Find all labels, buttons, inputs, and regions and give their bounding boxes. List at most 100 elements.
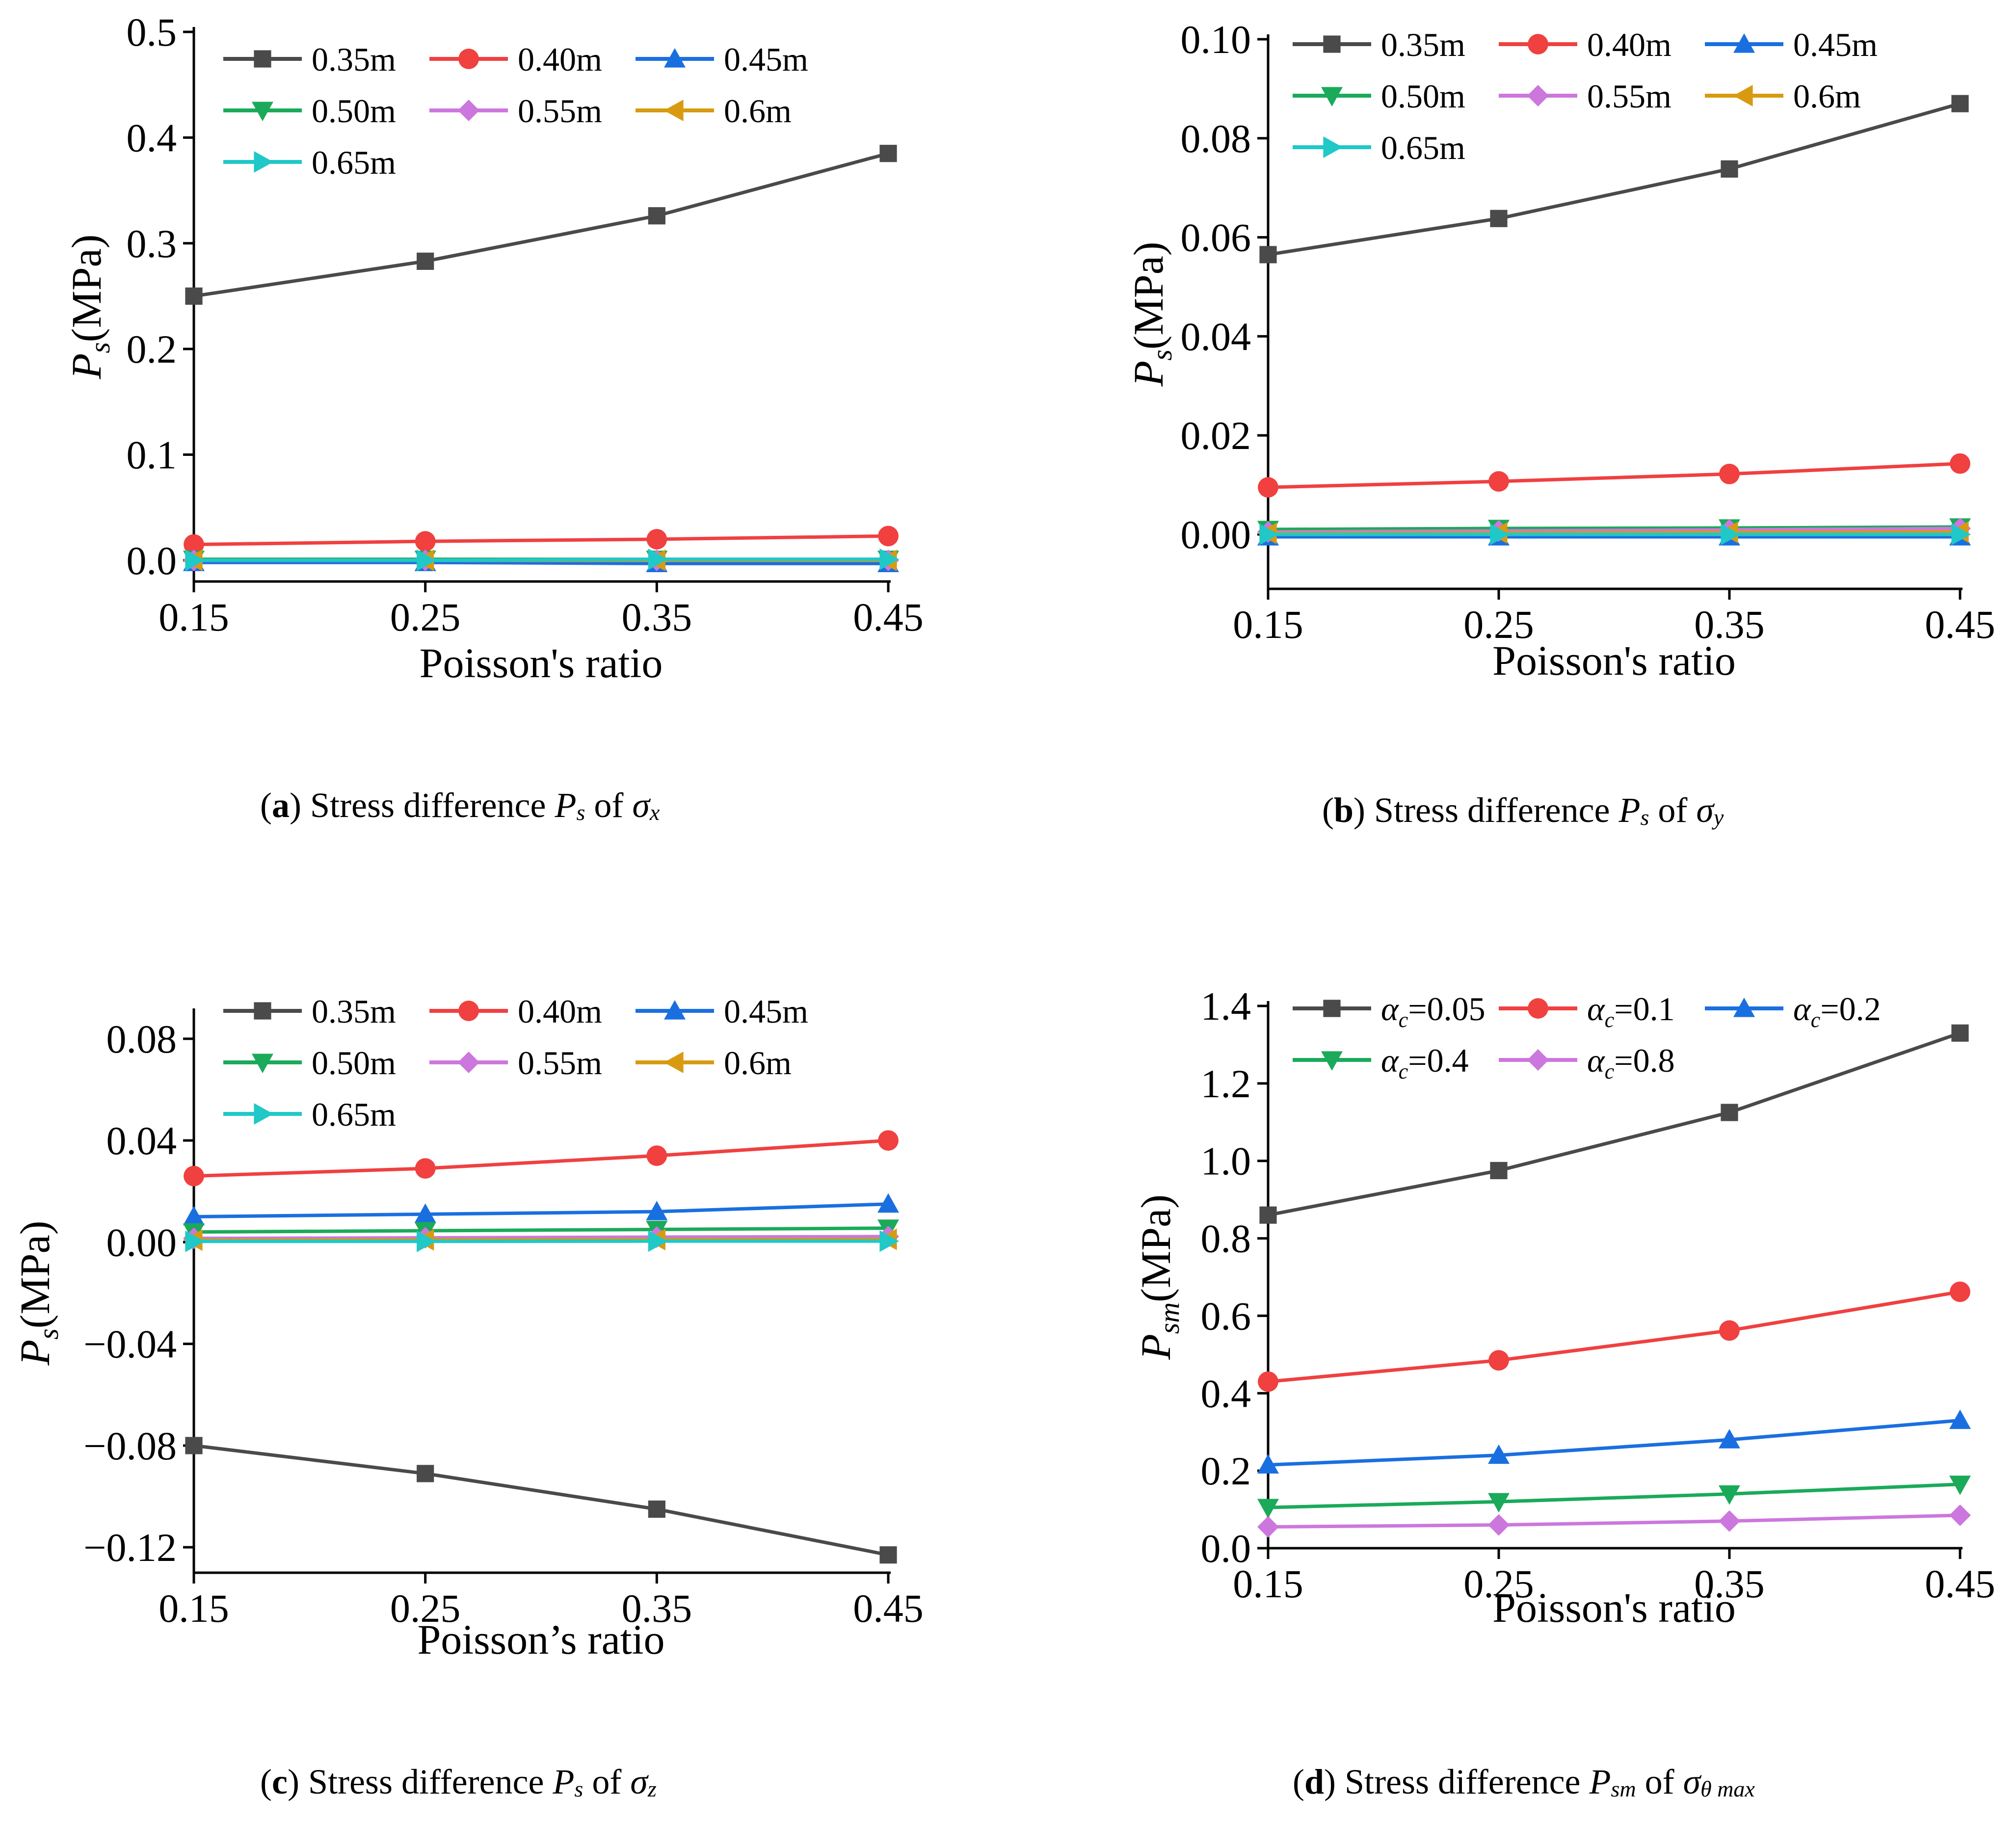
legend-label: αc=0.05 xyxy=(1381,990,1485,1032)
x-axis-label: Poisson's ratio xyxy=(1492,637,1736,684)
x-axis-label: Poisson's ratio xyxy=(1492,1584,1736,1631)
data-point xyxy=(648,1230,668,1252)
x-tick-label: 0.35 xyxy=(1694,1561,1765,1606)
data-point xyxy=(417,1230,436,1252)
legend-label: 0.65m xyxy=(312,1096,396,1133)
legend-label: 0.6m xyxy=(724,1044,792,1082)
legend-item: 0.45m xyxy=(636,993,808,1030)
data-point xyxy=(1488,1493,1510,1513)
y-tick-label: 0.2 xyxy=(127,327,177,371)
x-tick-label: 0.45 xyxy=(853,595,924,639)
series-line xyxy=(1268,1419,1961,1467)
x-tick-label: 0.25 xyxy=(390,1586,461,1631)
data-point xyxy=(1719,1320,1740,1341)
legend-marker xyxy=(1323,35,1341,53)
series-line xyxy=(1268,462,1961,489)
legend-marker xyxy=(1528,998,1548,1019)
data-point xyxy=(417,1465,434,1482)
data-point xyxy=(1257,1499,1279,1519)
caption-d: (d) Stress difference Psm of σθ max xyxy=(1293,1762,1755,1801)
legend-marker xyxy=(252,102,273,121)
data-point xyxy=(185,287,203,305)
series-0 xyxy=(1259,95,1969,264)
data-point xyxy=(1259,1206,1277,1224)
series-line xyxy=(1268,102,1961,257)
legend-label: αc=0.8 xyxy=(1587,1042,1675,1083)
y-tick-label: 0.0 xyxy=(1201,1526,1251,1571)
data-point xyxy=(417,252,434,270)
y-tick-label: 0.6 xyxy=(1201,1294,1251,1338)
series-line xyxy=(1268,1513,1961,1529)
series-line xyxy=(194,560,888,565)
data-point xyxy=(1488,1514,1510,1536)
data-point xyxy=(1719,464,1740,484)
legend: 0.35m 0.40m 0.45m 0.50m 0.55m 0.6m 0.65m xyxy=(223,41,808,181)
series-line xyxy=(193,1226,889,1234)
y-tick-label: 0.4 xyxy=(127,115,177,160)
legend-label: 0.40m xyxy=(518,993,602,1030)
legend-item: 0.45m xyxy=(636,41,808,78)
legend-label: αc=0.2 xyxy=(1793,990,1881,1032)
legend-label: 0.35m xyxy=(312,993,396,1030)
series-0 xyxy=(185,145,897,305)
data-point xyxy=(1950,1281,1970,1302)
x-tick-label: 0.25 xyxy=(1463,602,1534,647)
legend-label: 0.6m xyxy=(1793,78,1861,115)
y-tick-label: −0.12 xyxy=(83,1525,177,1570)
x-tick-label: 0.15 xyxy=(159,595,229,639)
data-point xyxy=(1258,477,1278,498)
data-point xyxy=(1257,1516,1279,1538)
series-0 xyxy=(1259,1024,1969,1224)
caption-c: (c) Stress difference Ps of σz xyxy=(260,1762,657,1801)
chart-d-svg: 0.0 0.2 0.4 0.6 0.8 1.0 1.2 1.4 0.15 0.25 0.35 0.45… xyxy=(1132,984,1995,1631)
series-line xyxy=(1268,1482,1961,1509)
legend-item: αc=0.8 xyxy=(1499,1042,1675,1083)
legend-item: 0.65m xyxy=(223,1096,396,1133)
legend-label: 0.55m xyxy=(518,92,602,130)
legend-item: αc=0.2 xyxy=(1705,990,1881,1032)
chart-a-svg: 0.0 0.1 0.2 0.3 0.4 0.5 0.15 0.25 0.35 0.45 Poisso… xyxy=(63,10,924,687)
legend-marker xyxy=(458,1052,479,1073)
legend-marker xyxy=(1321,1051,1343,1071)
legend-marker xyxy=(1527,85,1549,106)
legend-item: 0.55m xyxy=(429,92,602,130)
y-tick-label: −0.08 xyxy=(83,1424,177,1468)
data-point xyxy=(184,534,204,555)
series-6 xyxy=(1259,524,1971,546)
data-point xyxy=(1490,524,1510,546)
legend-marker xyxy=(1733,85,1753,106)
legend-marker xyxy=(254,151,273,173)
y-tick-label: 0.10 xyxy=(1181,17,1251,62)
series-6 xyxy=(185,548,899,571)
legend-label: 0.55m xyxy=(518,1044,602,1082)
data-point xyxy=(1949,1409,1971,1429)
data-point xyxy=(648,1500,665,1518)
y-tick-label: 0.2 xyxy=(1201,1449,1251,1493)
series-line xyxy=(194,557,888,562)
data-point xyxy=(879,548,899,570)
legend-item: 0.55m xyxy=(429,1044,602,1082)
legend-item: 0.6m xyxy=(636,1044,792,1082)
x-tick-label: 0.35 xyxy=(622,595,692,639)
data-point xyxy=(415,531,436,552)
x-tick-label: 0.15 xyxy=(1233,1561,1303,1606)
data-point xyxy=(417,549,436,571)
series-5 xyxy=(1257,521,1969,544)
y-tick-label: 0.5 xyxy=(127,10,177,54)
legend-label: 0.40m xyxy=(518,41,602,78)
y-tick-label: 1.0 xyxy=(1201,1139,1251,1184)
legend-marker xyxy=(664,1052,684,1073)
legend-marker xyxy=(254,1002,271,1020)
series-line xyxy=(1268,1290,1961,1384)
y-tick-label: 0.0 xyxy=(127,538,177,583)
series-6 xyxy=(185,1230,899,1252)
data-point xyxy=(1490,1162,1508,1180)
data-point xyxy=(1721,160,1738,178)
data-point xyxy=(877,1193,899,1213)
series-line xyxy=(1268,525,1961,531)
series-4 xyxy=(1257,1504,1971,1538)
y-axis-label: Ps(MPa) xyxy=(11,1221,64,1366)
series-line xyxy=(1268,527,1961,534)
axes: −0.12 −0.08 −0.04 0.00 0.04 0.08 0.15 0.25 0.35 0… xyxy=(83,1008,924,1631)
legend-label: αc=0.4 xyxy=(1381,1042,1469,1083)
